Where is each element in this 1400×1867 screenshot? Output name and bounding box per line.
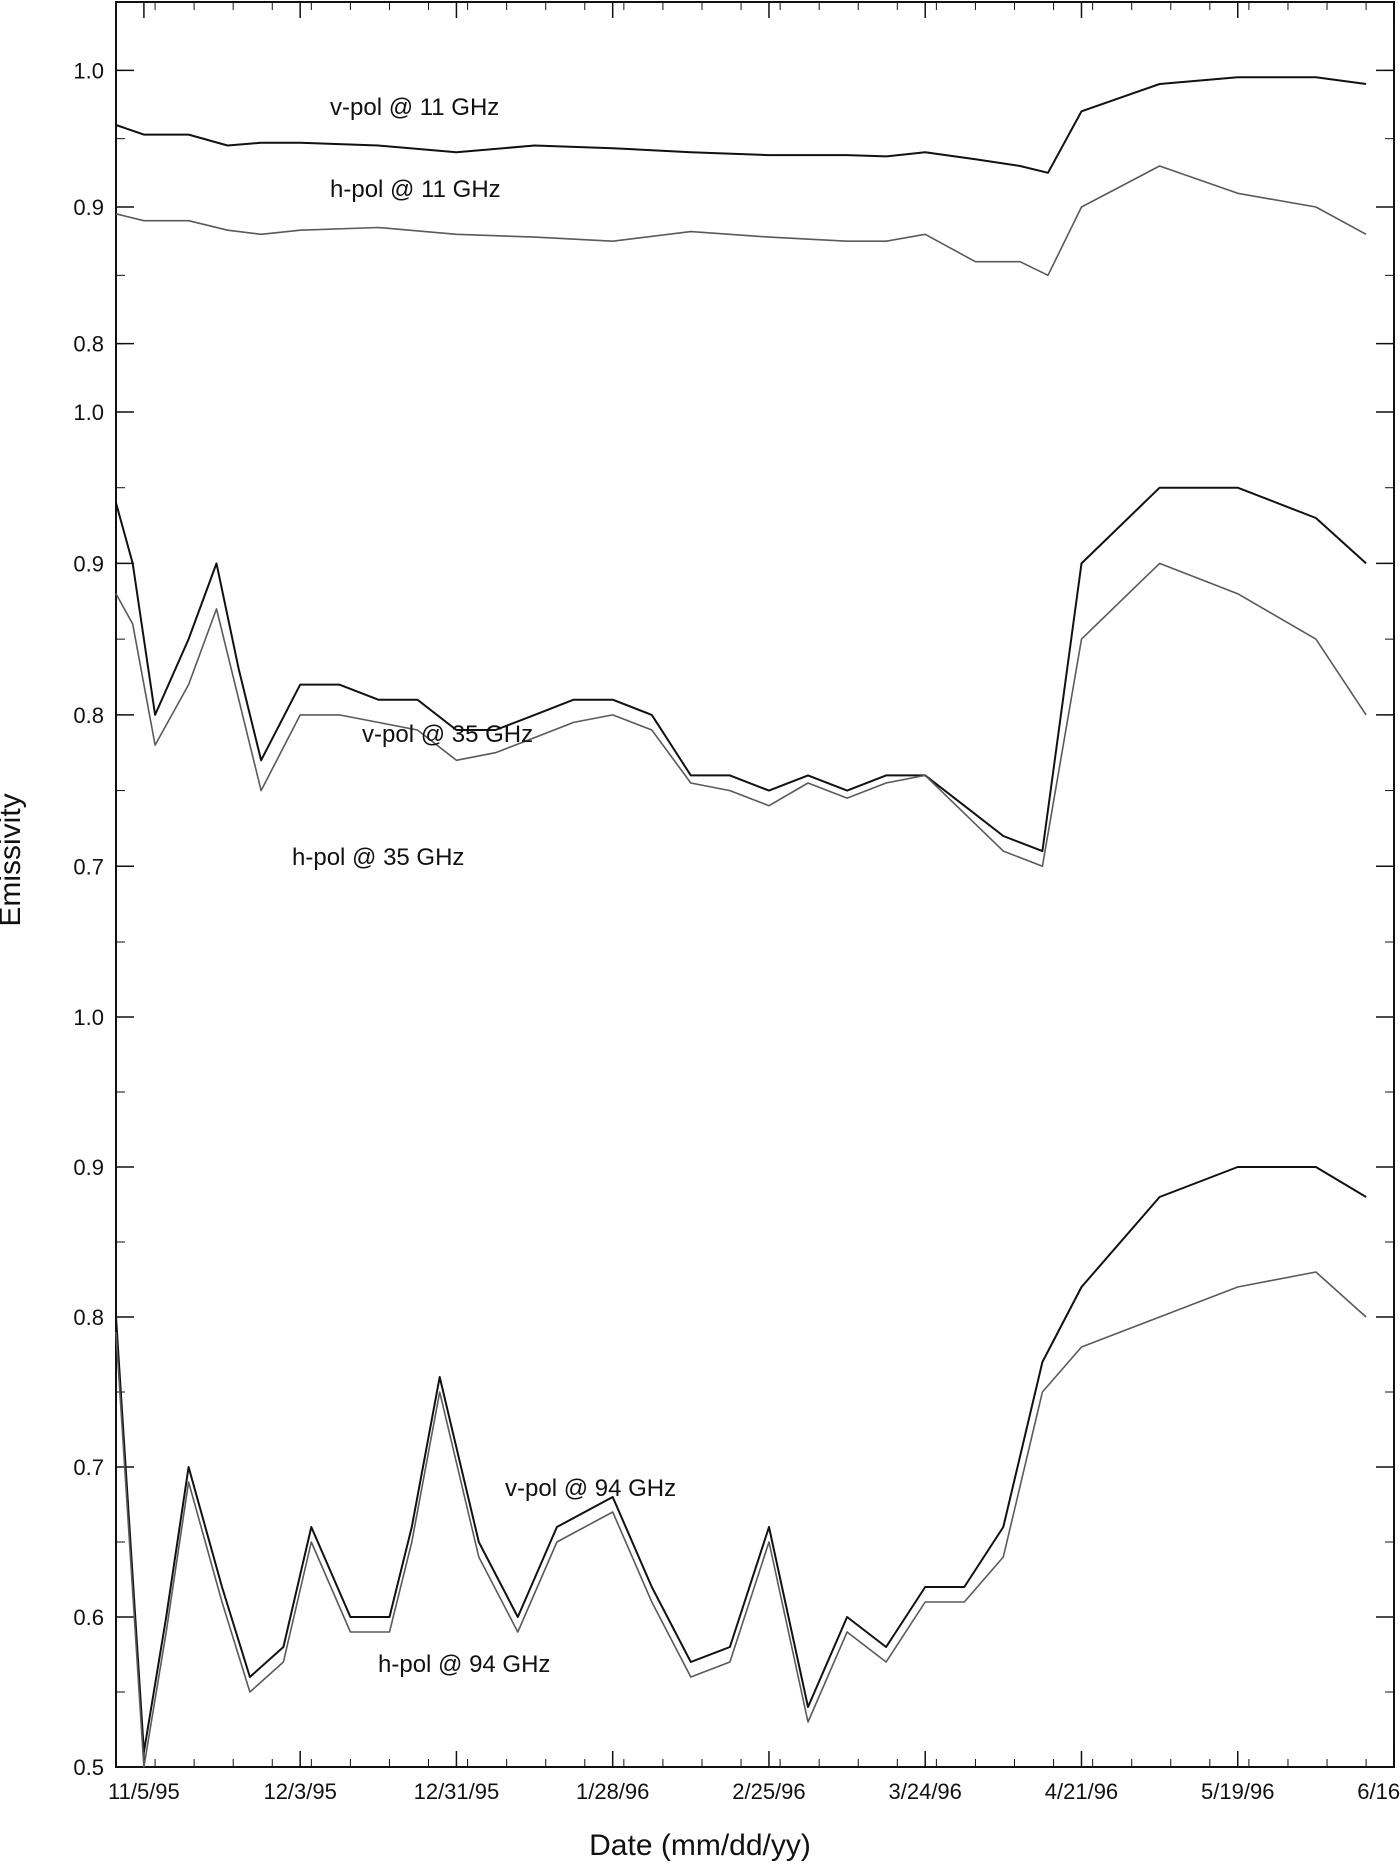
series-label: h-pol @ 94 GHz xyxy=(378,1651,550,1678)
y-tick-label: 0.7 xyxy=(73,1455,104,1480)
series-line xyxy=(115,1166,1367,1753)
series-line xyxy=(115,486,1367,853)
series-label: v-pol @ 35 GHz xyxy=(362,721,533,748)
y-tick-label: 0.8 xyxy=(73,703,104,728)
y-tick-label: 0.9 xyxy=(73,195,104,220)
series-label: v-pol @ 11 GHz xyxy=(330,94,499,121)
x-tick-label: 1/28/96 xyxy=(576,1779,649,1804)
series-label: h-pol @ 11 GHz xyxy=(330,176,501,203)
x-tick-label: 4/21/96 xyxy=(1045,1779,1118,1804)
plot-frame xyxy=(115,1,1395,1768)
series-line xyxy=(115,165,1367,277)
x-tick-label: 11/5/95 xyxy=(108,1779,180,1804)
x-tick-label: 2/25/96 xyxy=(732,1779,805,1804)
y-axis-title: Emissivity xyxy=(0,793,27,926)
y-tick-label: 0.8 xyxy=(73,1305,104,1330)
y-tick-label: 0.5 xyxy=(73,1755,104,1780)
x-tick-label: 12/31/95 xyxy=(414,1779,500,1804)
series-label: h-pol @ 35 GHz xyxy=(292,844,464,871)
y-tick-label: 0.6 xyxy=(73,1605,104,1630)
y-tick-label: 1.0 xyxy=(73,400,104,425)
y-tick-label: 1.0 xyxy=(73,58,104,83)
y-tick-label: 0.8 xyxy=(73,332,104,357)
series-line xyxy=(115,1271,1367,1768)
x-tick-label: 5/19/96 xyxy=(1201,1779,1274,1804)
series-line xyxy=(115,76,1367,174)
x-tick-label: 3/24/96 xyxy=(889,1779,962,1804)
y-tick-label: 1.0 xyxy=(73,1005,104,1030)
x-axis-title: Date (mm/dd/yy) xyxy=(589,1829,811,1862)
series-line xyxy=(115,562,1367,868)
y-tick-label: 0.9 xyxy=(73,551,104,576)
x-tick-label: 12/3/95 xyxy=(263,1779,336,1804)
x-tick-label: 6/16/96 xyxy=(1357,1779,1400,1804)
y-tick-label: 0.7 xyxy=(73,854,104,879)
y-tick-label: 0.9 xyxy=(73,1155,104,1180)
series-label: v-pol @ 94 GHz xyxy=(505,1475,676,1502)
